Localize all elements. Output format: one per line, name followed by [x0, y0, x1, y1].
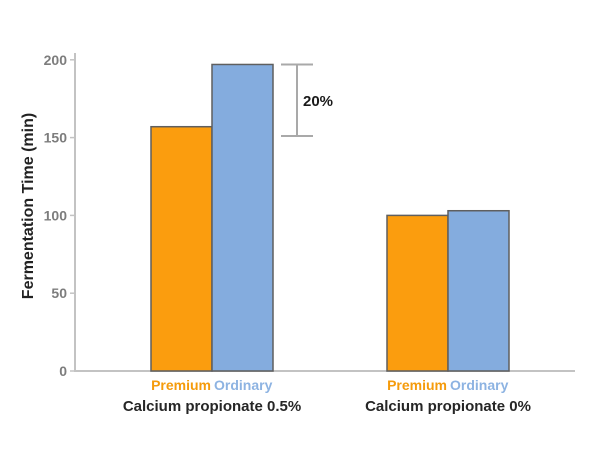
- annotation-label: 20%: [303, 93, 333, 110]
- series-label-premium-0: Premium: [151, 377, 211, 393]
- y-tick-label-200: 200: [44, 52, 68, 68]
- bar-premium-category-0: [150, 125, 213, 372]
- series-label-premium-1: Premium: [387, 377, 447, 393]
- category-label-1: Calcium propionate 0%: [365, 398, 531, 415]
- series-label-ordinary-0: Ordinary: [214, 377, 273, 393]
- category-label-0: Calcium propionate 0.5%: [123, 398, 301, 415]
- bar-ordinary-category-0: [211, 63, 274, 372]
- y-tick-label-100: 100: [44, 207, 68, 223]
- bar-premium-category-1: [386, 214, 449, 372]
- series-label-ordinary-1: Ordinary: [450, 377, 509, 393]
- y-tick-label-150: 150: [44, 130, 68, 146]
- bar-ordinary-category-1: [447, 209, 510, 372]
- y-tick-label-50: 50: [51, 285, 67, 301]
- y-tick-label-0: 0: [59, 363, 67, 379]
